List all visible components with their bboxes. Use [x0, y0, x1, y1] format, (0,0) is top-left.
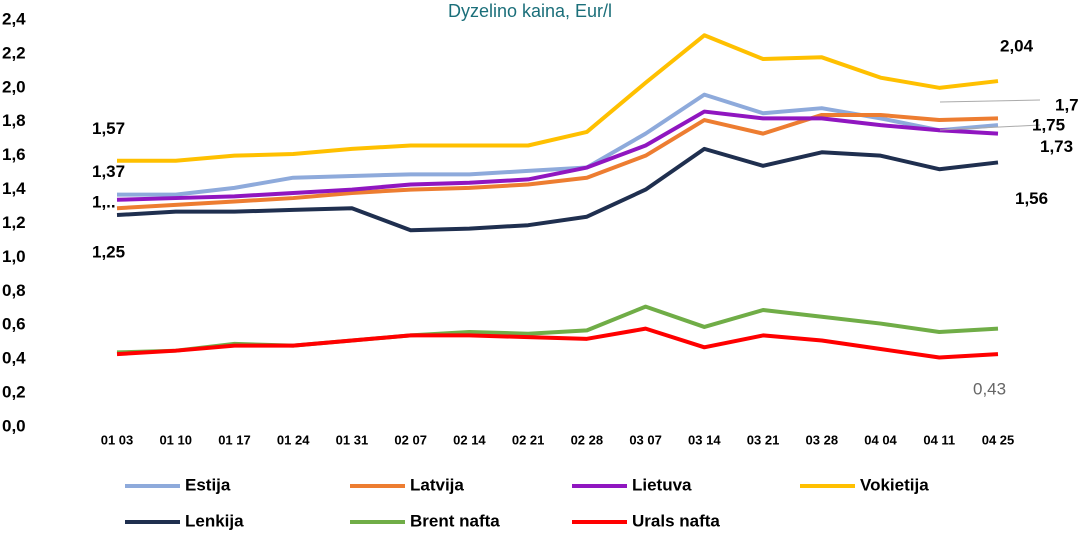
x-tick-label: 02 07	[394, 432, 427, 447]
data-label: 1,73	[1040, 137, 1073, 156]
y-tick-label: 1,0	[2, 247, 26, 266]
x-tick-label: 01 24	[277, 432, 310, 447]
legend-label: Lenkija	[185, 511, 244, 530]
legend-label: Lietuva	[632, 475, 692, 494]
x-tick-label: 02 28	[571, 432, 604, 447]
data-label: 1,25	[92, 243, 125, 262]
y-tick-label: 1,2	[2, 213, 26, 232]
x-tick-label: 01 03	[101, 432, 134, 447]
y-tick-label: 1,4	[2, 179, 26, 198]
legend-label: Brent nafta	[410, 511, 500, 530]
y-tick-label: 2,4	[2, 9, 26, 28]
series-line	[116, 326, 999, 360]
x-tick-label: 01 10	[159, 432, 192, 447]
data-label: 1,78	[1055, 96, 1079, 115]
y-tick-label: 0,6	[2, 315, 26, 334]
data-label: 2,04	[1000, 37, 1034, 56]
y-tick-label: 0,0	[2, 416, 26, 435]
chart-title: Dyzelino kaina, Eur/l	[448, 1, 612, 21]
legend-label: Urals nafta	[632, 511, 720, 530]
data-label: 0,43	[973, 380, 1006, 399]
leader-line	[939, 124, 1041, 131]
leader-line	[939, 99, 1041, 103]
y-tick-label: 0,4	[2, 349, 26, 368]
legend-label: Vokietija	[860, 475, 929, 494]
x-tick-label: 03 07	[629, 432, 662, 447]
y-tick-label: 1,6	[2, 145, 26, 164]
legend-label: Latvija	[410, 475, 464, 494]
series-line	[116, 146, 999, 233]
series-line	[116, 109, 999, 202]
x-tick-label: 04 25	[982, 432, 1015, 447]
y-tick-label: 0,8	[2, 281, 26, 300]
data-label: 1,57	[92, 119, 125, 138]
data-label: 1,37	[92, 162, 125, 181]
x-tick-label: 04 04	[864, 432, 897, 447]
x-tick-label: 02 21	[512, 432, 545, 447]
x-tick-label: 03 14	[688, 432, 721, 447]
annotation: 1,75	[1032, 115, 1065, 134]
y-tick-label: 0,2	[2, 383, 26, 402]
x-tick-label: 04 11	[923, 432, 955, 447]
data-label: 1,56	[1015, 189, 1048, 208]
data-label: 1,..	[92, 193, 116, 212]
legend-label: Estija	[185, 475, 231, 494]
x-tick-label: 02 14	[453, 432, 486, 447]
x-tick-label: 03 28	[806, 432, 839, 447]
y-tick-label: 2,0	[2, 77, 26, 96]
y-tick-label: 1,8	[2, 111, 26, 130]
y-tick-label: 2,2	[2, 43, 26, 62]
x-tick-label: 03 21	[747, 432, 780, 447]
x-tick-label: 01 31	[336, 432, 369, 447]
series-line	[116, 112, 999, 211]
series-line	[117, 33, 999, 163]
x-tick-label: 01 17	[218, 432, 251, 447]
